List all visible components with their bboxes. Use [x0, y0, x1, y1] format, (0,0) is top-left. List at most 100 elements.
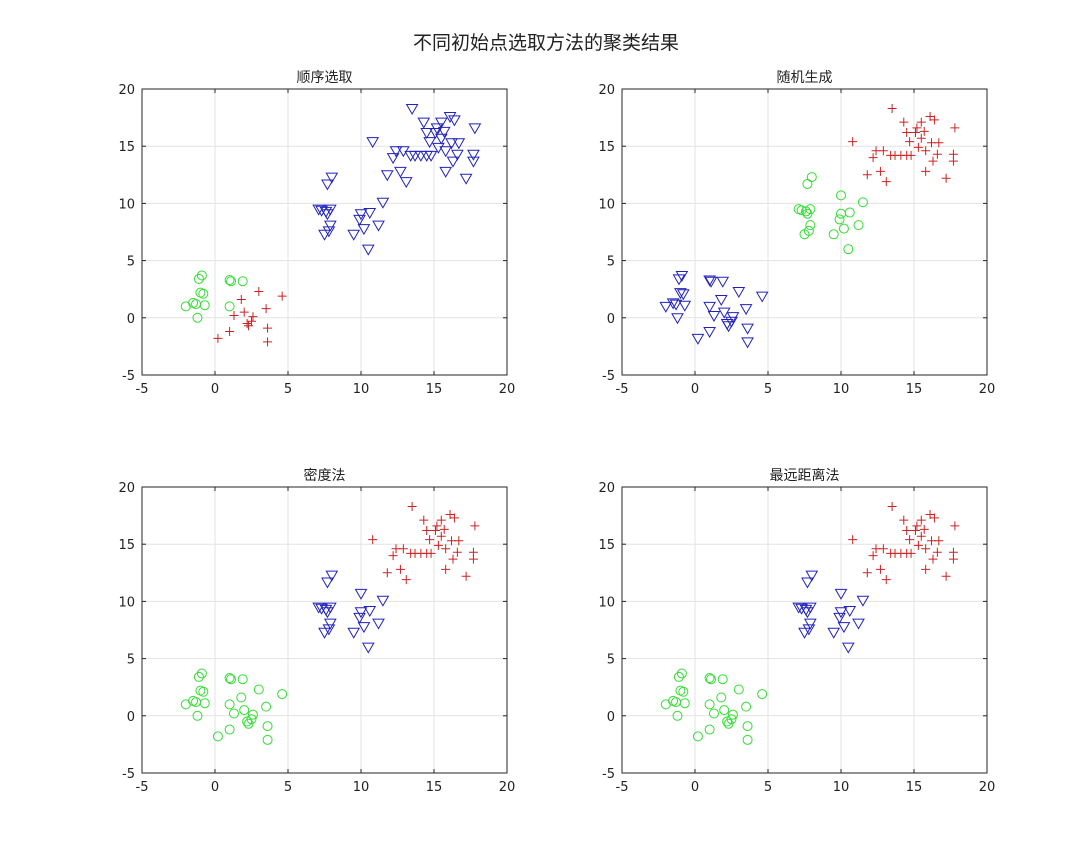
triangle-marker — [674, 288, 687, 300]
plus-marker — [422, 525, 432, 535]
circle-marker — [192, 710, 203, 721]
circle-marker — [237, 276, 248, 287]
y-tick-label: 5 — [127, 255, 135, 270]
plus-marker — [425, 535, 435, 545]
circle-marker — [843, 244, 854, 255]
plus-marker — [401, 575, 411, 585]
x-tick-label: 0 — [211, 780, 219, 795]
triangle-marker — [405, 103, 419, 115]
y-tick-label: -5 — [602, 767, 615, 782]
x-tick-label: 10 — [353, 780, 370, 795]
circle-marker — [834, 214, 845, 225]
plus-marker — [906, 150, 916, 160]
x-tick-label: 20 — [499, 382, 516, 397]
plus-marker — [263, 337, 273, 347]
circle-marker — [704, 673, 715, 684]
circle-marker — [727, 709, 738, 720]
plus-marker — [916, 133, 926, 143]
triangle-marker — [703, 327, 716, 339]
triangle-marker — [318, 229, 331, 241]
triangle-marker — [672, 274, 686, 286]
plus-marker — [470, 521, 480, 531]
y-tick-label: 10 — [118, 595, 135, 610]
triangle-marker — [321, 209, 334, 221]
triangle-marker — [739, 304, 753, 316]
x-tick-label: 5 — [764, 780, 772, 795]
circle-marker — [198, 288, 209, 299]
triangle-marker — [450, 149, 464, 161]
triangle-marker — [357, 224, 371, 236]
plus-marker — [242, 319, 252, 329]
circle-marker — [671, 697, 682, 708]
plus-marker — [916, 515, 926, 525]
triangle-marker — [703, 301, 716, 313]
triangle-marker — [325, 172, 339, 184]
y-tick-label: 0 — [607, 312, 615, 327]
circle-marker — [742, 734, 753, 745]
circle-marker — [708, 708, 719, 719]
plus-marker — [263, 323, 273, 333]
x-tick-label: 15 — [426, 382, 443, 397]
y-tick-label: 20 — [118, 481, 135, 496]
plus-marker — [881, 575, 891, 585]
triangle-marker — [353, 214, 366, 226]
axes-box — [141, 486, 508, 774]
triangle-marker — [386, 153, 400, 165]
y-tick-label: 20 — [598, 481, 615, 496]
triangle-marker — [802, 624, 816, 636]
triangle-marker — [755, 291, 769, 303]
triangle-marker — [434, 133, 448, 145]
circle-marker — [246, 714, 257, 725]
circle-marker — [224, 699, 235, 710]
triangle-marker — [318, 627, 331, 639]
plus-marker — [929, 513, 939, 523]
plus-marker — [878, 146, 888, 156]
triangle-marker — [325, 570, 339, 582]
plus-marker — [449, 513, 459, 523]
triangle-marker — [376, 595, 390, 607]
circle-marker — [192, 312, 203, 323]
y-tick-label: 0 — [607, 710, 615, 725]
circle-marker — [672, 710, 683, 721]
y-tick-label: 10 — [118, 197, 135, 212]
triangle-marker — [467, 156, 480, 168]
circle-marker — [742, 721, 753, 732]
subplot-title: 最远距离法 — [770, 467, 840, 484]
triangle-marker — [843, 606, 857, 618]
triangle-marker — [434, 117, 448, 129]
circle-marker — [806, 172, 817, 183]
triangle-marker — [659, 301, 673, 313]
plus-marker — [950, 521, 960, 531]
triangle-marker — [798, 627, 811, 639]
circle-marker — [198, 686, 209, 697]
circle-marker — [193, 671, 204, 682]
x-tick-label: -5 — [136, 382, 149, 397]
plus-marker — [862, 170, 872, 180]
circle-marker — [706, 674, 717, 685]
triangle-marker — [691, 333, 705, 345]
subplot-title: 随机生成 — [777, 70, 833, 86]
plus-marker — [439, 524, 449, 534]
x-tick-label: 20 — [979, 382, 996, 397]
y-tick-label: -5 — [602, 369, 615, 384]
plus-marker — [934, 138, 944, 148]
plus-marker — [430, 525, 440, 535]
circle-marker — [237, 674, 248, 685]
triangle-marker — [372, 220, 385, 232]
plus-marker — [382, 568, 392, 578]
triangle-marker — [741, 323, 754, 335]
chart-panel-4: -5 0 5 10 15 20 -5 0 5 10 15 20 最远距离法 — [598, 467, 995, 795]
triangle-marker — [429, 127, 442, 139]
triangle-marker — [380, 170, 394, 182]
plus-marker — [941, 173, 951, 183]
triangle-marker — [852, 618, 865, 630]
plus-marker — [948, 149, 958, 159]
plus-marker — [916, 531, 926, 541]
circle-marker — [692, 731, 703, 742]
plus-marker — [928, 554, 938, 564]
triangle-marker — [703, 275, 716, 287]
y-tick-label: 20 — [118, 83, 135, 98]
plus-marker — [236, 294, 246, 304]
plus-marker — [912, 521, 922, 531]
y-tick-label: 15 — [118, 538, 135, 553]
